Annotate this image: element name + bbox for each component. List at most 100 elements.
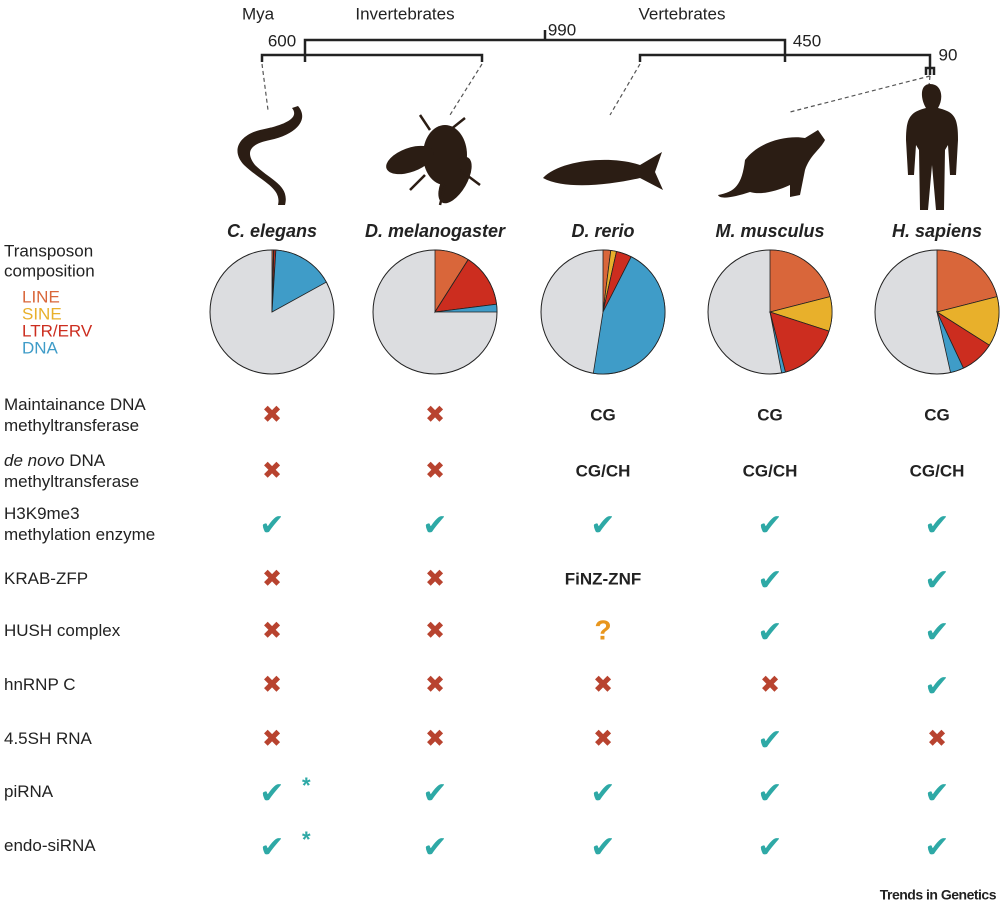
cell-check: ✔: [590, 777, 615, 810]
mya-label: Mya: [242, 4, 275, 23]
species-name: D. melanogaster: [365, 221, 506, 241]
row-label: HUSH complex: [4, 621, 121, 640]
cell-check: ✔: [757, 724, 782, 757]
cell-cross: ✖: [425, 565, 445, 592]
silhouettes: [237, 84, 958, 210]
dashed-link: [261, 63, 269, 111]
tree-branch: [260, 53, 484, 62]
row-label: endo-siRNA: [4, 836, 96, 855]
cell-check: ✔: [924, 670, 949, 703]
pie-slice: [936, 249, 998, 313]
row-label-italic: de novo: [4, 451, 65, 470]
row-label: methyltransferase: [4, 472, 139, 491]
species-name: M. musculus: [715, 221, 824, 241]
cell-check: ✔: [757, 509, 782, 542]
cell-note: *: [302, 827, 311, 852]
cell-cross: ✖: [760, 671, 780, 698]
row-label-text: hnRNP C: [4, 675, 76, 694]
cell-check: ✔: [422, 509, 447, 542]
pie-slice: [434, 303, 498, 313]
cell-cross: ✖: [425, 401, 445, 428]
cell-cell-text: CG: [590, 405, 616, 424]
dashed-link: [609, 63, 641, 116]
row-label: Maintainance DNA: [4, 395, 146, 414]
pie-slice: [769, 311, 830, 373]
cell-cross: ✖: [262, 565, 282, 592]
mouse: [718, 130, 825, 198]
species-name: D. rerio: [571, 221, 634, 241]
row-label-text: H3K9me3: [4, 504, 80, 523]
cell-check: ✔: [924, 777, 949, 810]
cell-check: ✔: [757, 564, 782, 597]
cell-cell-text: FiNZ-ZNF: [565, 569, 641, 588]
cell-cell-text: CG/CH: [743, 461, 798, 480]
node-age: 90: [939, 45, 958, 64]
group-label: Vertebrates: [639, 4, 726, 23]
worm: [237, 106, 303, 205]
pie-slice: [936, 311, 964, 373]
cell-note: *: [302, 773, 311, 798]
dashed-link: [449, 63, 483, 116]
row-label: H3K9me3: [4, 504, 80, 523]
cell-check: ✔: [757, 831, 782, 864]
legend-item: DNA: [22, 338, 59, 357]
cell-q: ?: [594, 614, 611, 645]
row-label: methylation enzyme: [4, 525, 155, 544]
cell-cross: ✖: [425, 617, 445, 644]
cell-cross: ✖: [262, 457, 282, 484]
row-label: 4.5SH RNA: [4, 729, 93, 748]
cell-check: ✔: [422, 777, 447, 810]
cell-check: ✔: [757, 777, 782, 810]
cell-cross: ✖: [262, 671, 282, 698]
cell-check: ✔: [924, 831, 949, 864]
cell-cross: ✖: [262, 401, 282, 428]
cell-cell-text: CG/CH: [910, 461, 965, 480]
cell-check: ✔: [757, 616, 782, 649]
row-label: piRNA: [4, 782, 54, 801]
row-label-text: methylation enzyme: [4, 525, 155, 544]
cell-cross: ✖: [262, 725, 282, 752]
legend-item: SINE: [22, 304, 62, 323]
cell-cross: ✖: [425, 457, 445, 484]
cell-cell-text: CG: [924, 405, 950, 424]
cell-check: ✔: [259, 777, 284, 810]
fish: [543, 152, 663, 190]
row-label: hnRNP C: [4, 675, 76, 694]
legend-title: Transposon: [4, 241, 93, 260]
row-label: de novo DNA: [4, 451, 106, 470]
row-label-text: DNA: [65, 451, 106, 470]
legend-item: LTR/ERV: [22, 321, 93, 340]
species-name: C. elegans: [227, 221, 317, 241]
row-label: KRAB-ZFP: [4, 569, 88, 588]
cell-cross: ✖: [425, 725, 445, 752]
legend-item: LINE: [22, 287, 60, 306]
row-label-text: methyltransferase: [4, 416, 139, 435]
cell-cell-text: CG/CH: [576, 461, 631, 480]
cell-cross: ✖: [262, 617, 282, 644]
node-age: 600: [268, 31, 296, 50]
dashed-link: [789, 75, 931, 113]
cell-check: ✔: [259, 509, 284, 542]
cell-check: ✔: [924, 616, 949, 649]
cell-cross: ✖: [927, 725, 947, 752]
human: [906, 84, 958, 210]
row-label-text: HUSH complex: [4, 621, 121, 640]
legend-title: composition: [4, 261, 95, 280]
row-label-text: endo-siRNA: [4, 836, 96, 855]
species-name: H. sapiens: [892, 221, 982, 241]
cell-cross: ✖: [593, 725, 613, 752]
cell-cross: ✖: [593, 671, 613, 698]
footer: Trends in Genetics: [880, 887, 997, 903]
cell-cross: ✖: [425, 671, 445, 698]
tree: [260, 30, 936, 116]
pie-slice: [434, 259, 497, 313]
cell-cell-text: CG: [757, 405, 783, 424]
cell-check: ✔: [590, 831, 615, 864]
row-label-text: KRAB-ZFP: [4, 569, 88, 588]
tree-branch: [303, 38, 787, 62]
row-label-text: methyltransferase: [4, 472, 139, 491]
pie-slice: [271, 249, 327, 313]
cell-check: ✔: [924, 509, 949, 542]
tree-branch: [924, 66, 936, 75]
